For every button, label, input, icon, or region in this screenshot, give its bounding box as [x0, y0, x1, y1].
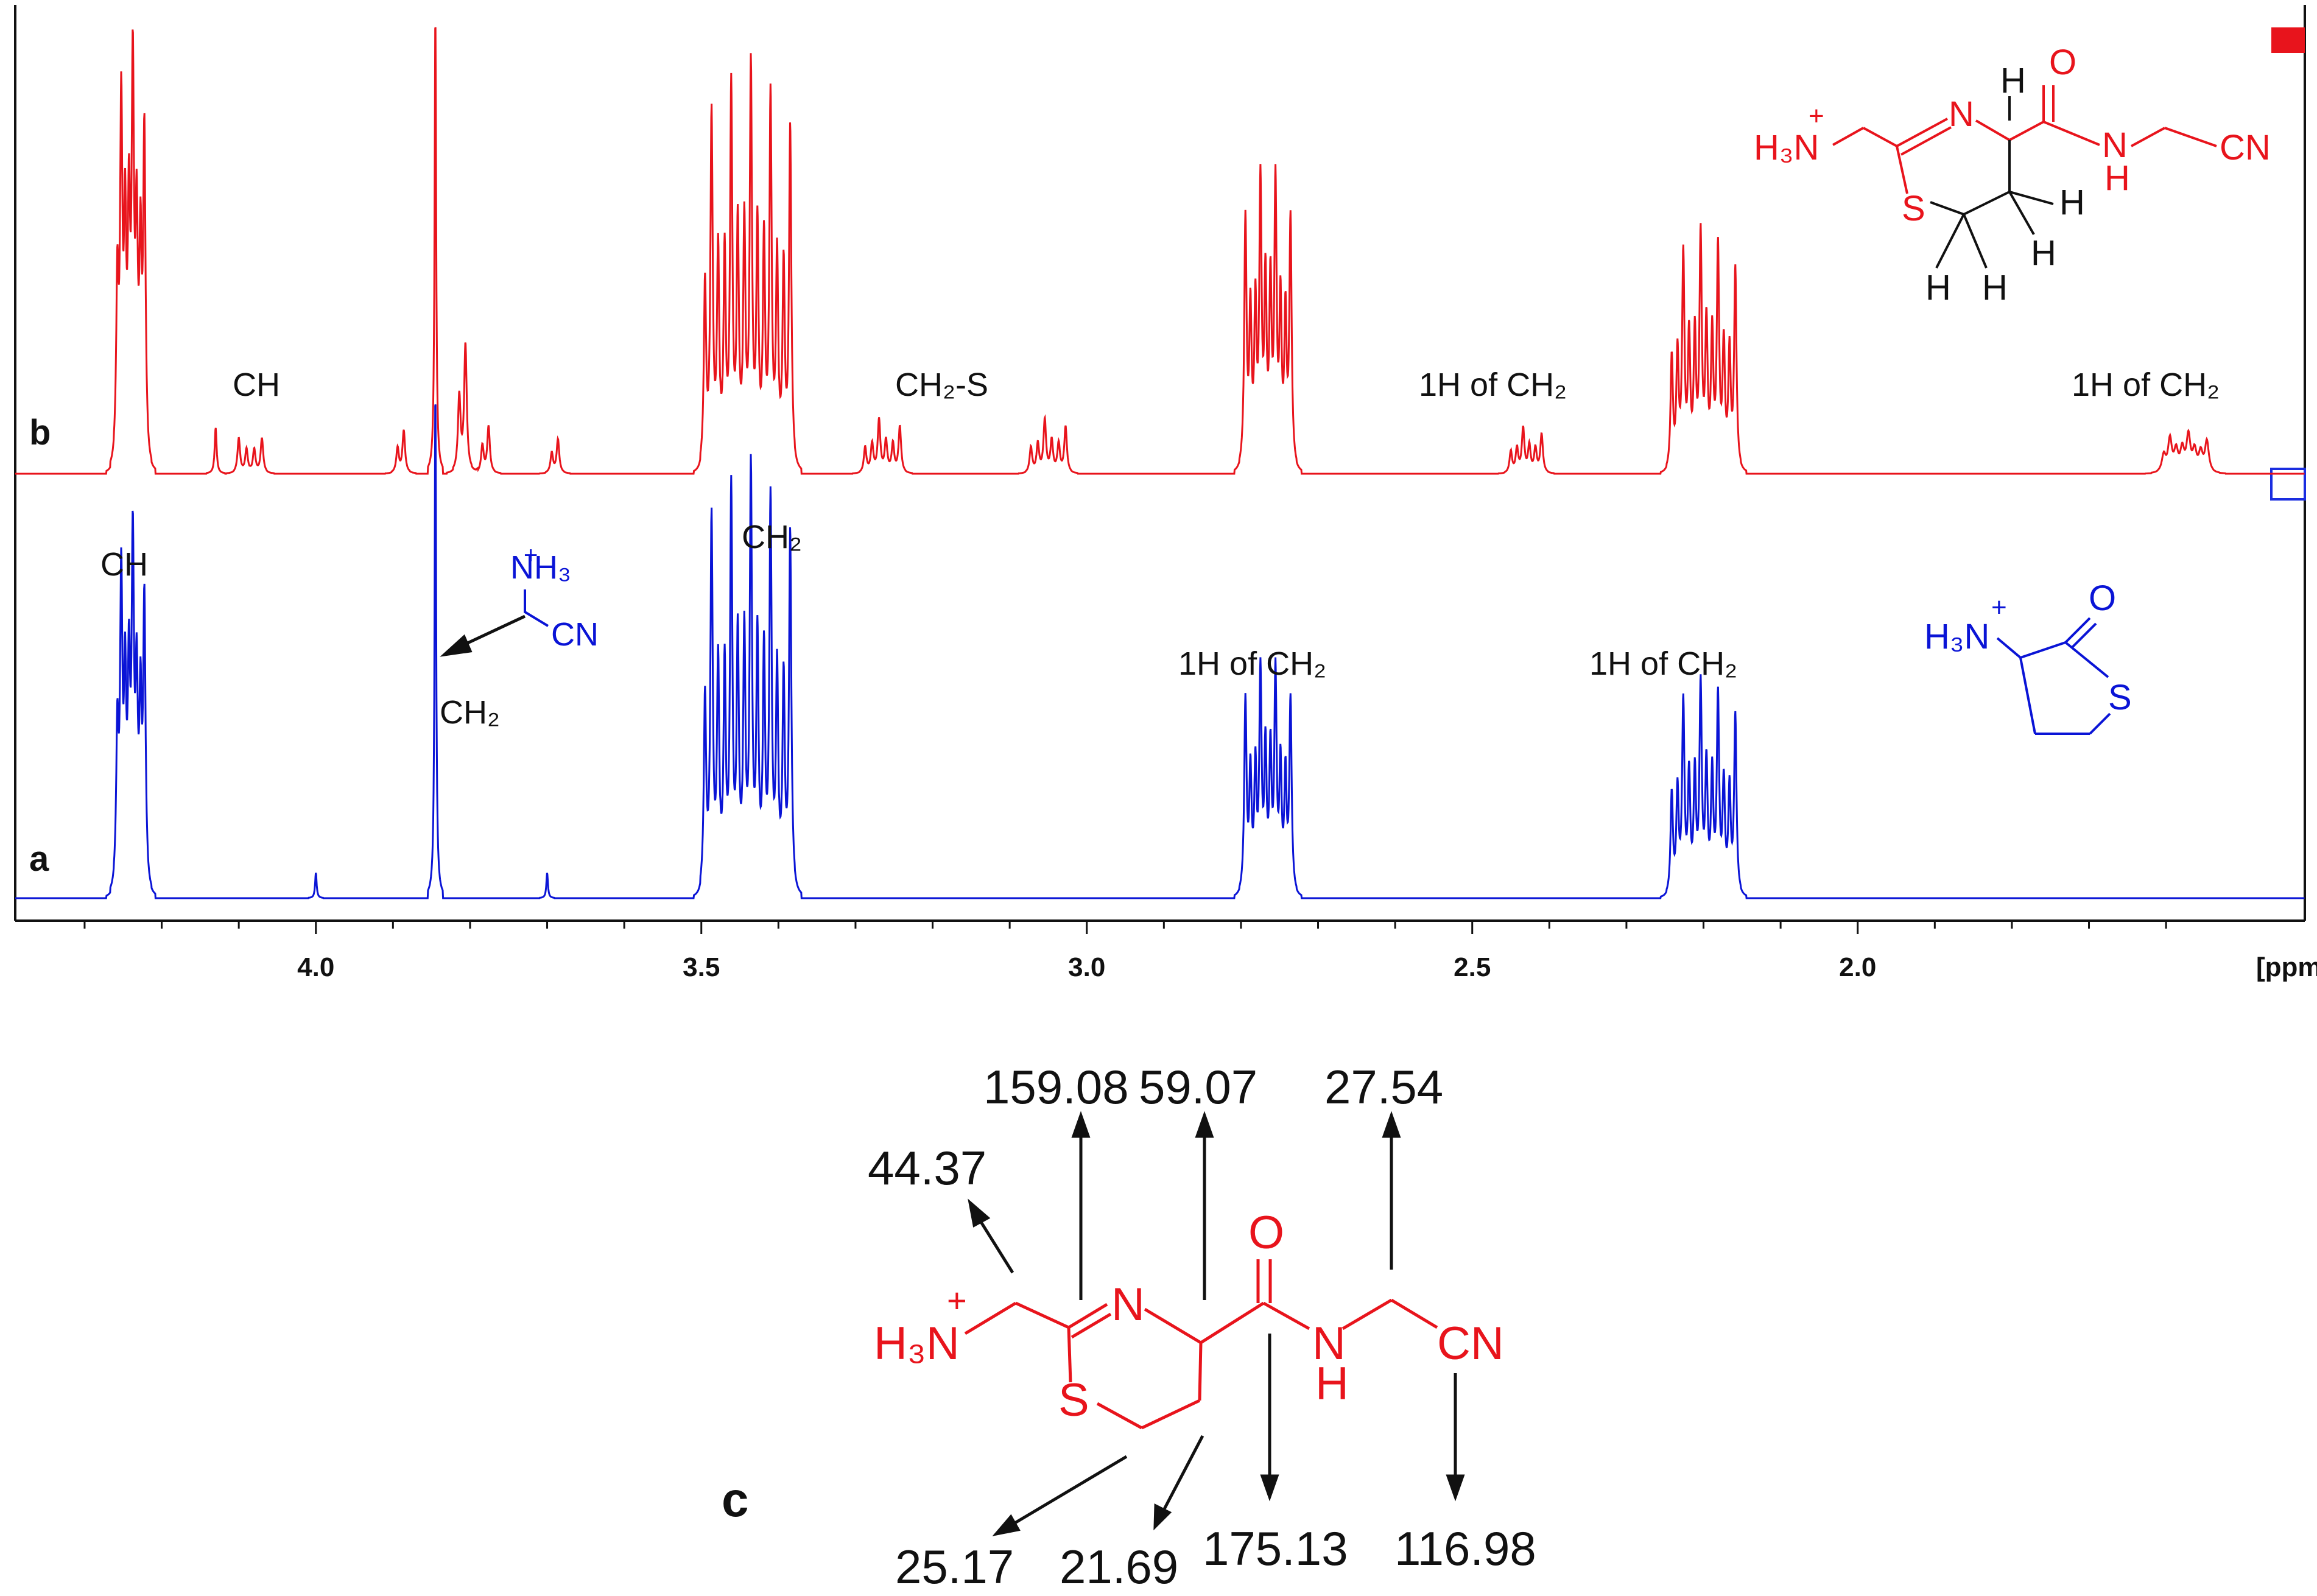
x-tick-label: 2.0: [1839, 952, 1876, 982]
svg-text:H: H: [1982, 268, 2008, 308]
svg-text:H: H: [2031, 233, 2056, 273]
x-tick-label: 3.5: [683, 952, 720, 982]
annotation-1h-ch2-b-2: 1H of CH₂: [2072, 367, 2220, 403]
svg-text:H: H: [1925, 268, 1951, 308]
spectrum-trace-a: [15, 404, 2305, 899]
svg-text:N: N: [1111, 1279, 1145, 1331]
svg-text:CN: CN: [2220, 128, 2271, 167]
svg-text:H: H: [2059, 183, 2085, 222]
annotations-b: CH CH₂-S 1H of CH₂ 1H of CH₂: [233, 367, 2220, 403]
svg-text:H: H: [2000, 61, 2026, 100]
svg-text:S: S: [1058, 1374, 1089, 1426]
panel-label-c: c: [722, 1472, 749, 1527]
shift-159-08: 159.08: [983, 1060, 1129, 1114]
shift-25-17: 25.17: [895, 1540, 1014, 1594]
structure-product-c: H₃N + N S O N H CN: [874, 1207, 1504, 1430]
panel-label-b: b: [29, 413, 51, 452]
annotation-ch2s-b: CH₂-S: [895, 367, 988, 403]
annotation-ch2-a-2: CH₂: [742, 519, 802, 555]
structure-product-top: H₃N + N S O N H CN H H H H H: [1754, 43, 2271, 308]
svg-text:N: N: [1312, 1318, 1346, 1369]
svg-text:H₃N: H₃N: [1754, 128, 1819, 167]
svg-text:+: +: [1991, 592, 2007, 622]
svg-text:H: H: [2104, 158, 2130, 198]
corner-marker-filled: [2271, 27, 2305, 53]
spectrum-trace-b: [15, 27, 2305, 475]
annotation-ch2-a-1: CH₂: [440, 694, 500, 731]
svg-text:O: O: [2089, 578, 2116, 618]
svg-text:H: H: [1315, 1358, 1349, 1410]
shift-116-98: 116.98: [1394, 1522, 1536, 1575]
shift-27-54: 27.54: [1324, 1060, 1443, 1114]
plot-frame: [14, 5, 2306, 922]
annotation-ch-a: CH: [100, 546, 148, 583]
shift-arrows: [968, 1111, 1465, 1536]
svg-text:CN: CN: [1437, 1318, 1504, 1369]
svg-text:CN: CN: [551, 616, 599, 653]
panel-label-a: a: [29, 839, 49, 879]
annotations-a: CH CH₂ CH₂ 1H of CH₂ 1H of CH₂: [100, 519, 1737, 731]
shift-values: 159.08 59.07 27.54 44.37 25.17 21.69 175…: [868, 1060, 1536, 1594]
x-axis-ticks: 4.0 3.5 3.0 2.5 2.0: [83, 921, 2167, 982]
svg-text:+: +: [1809, 101, 1824, 131]
annotation-1h-ch2-b-1: 1H of CH₂: [1419, 367, 1567, 403]
svg-text:O: O: [1248, 1207, 1284, 1259]
shift-59-07: 59.07: [1139, 1060, 1257, 1114]
svg-text:N: N: [2102, 125, 2128, 165]
structure-thiolactone: H₃N + O S: [1924, 578, 2132, 735]
annotation-1h-ch2-a-1: 1H of CH₂: [1178, 645, 1326, 682]
shift-44-37: 44.37: [868, 1141, 986, 1195]
x-tick-label: 2.5: [1454, 952, 1491, 982]
corner-marker-open: [2270, 468, 2306, 501]
shift-21-69: 21.69: [1060, 1540, 1178, 1594]
structure-aminoacetonitrile: + NH₃ CN: [510, 542, 599, 653]
svg-text:+: +: [524, 542, 538, 569]
svg-text:H₃N: H₃N: [874, 1318, 960, 1369]
x-axis-label: [ppm]: [2256, 952, 2317, 982]
svg-text:H₃N: H₃N: [1924, 617, 1989, 656]
svg-text:+: +: [947, 1281, 967, 1320]
svg-text:O: O: [2049, 43, 2076, 82]
svg-text:N: N: [1949, 94, 1974, 134]
svg-text:NH₃: NH₃: [510, 549, 571, 586]
arrow-to-ch2-peak: [440, 614, 526, 657]
x-tick-label: 4.0: [297, 952, 334, 982]
svg-text:S: S: [1902, 189, 1925, 228]
annotation-ch-b: CH: [233, 367, 280, 403]
annotation-1h-ch2-a-2: 1H of CH₂: [1589, 645, 1737, 682]
x-tick-label: 3.0: [1068, 952, 1105, 982]
shift-175-13: 175.13: [1203, 1522, 1348, 1575]
svg-text:S: S: [2108, 678, 2132, 717]
